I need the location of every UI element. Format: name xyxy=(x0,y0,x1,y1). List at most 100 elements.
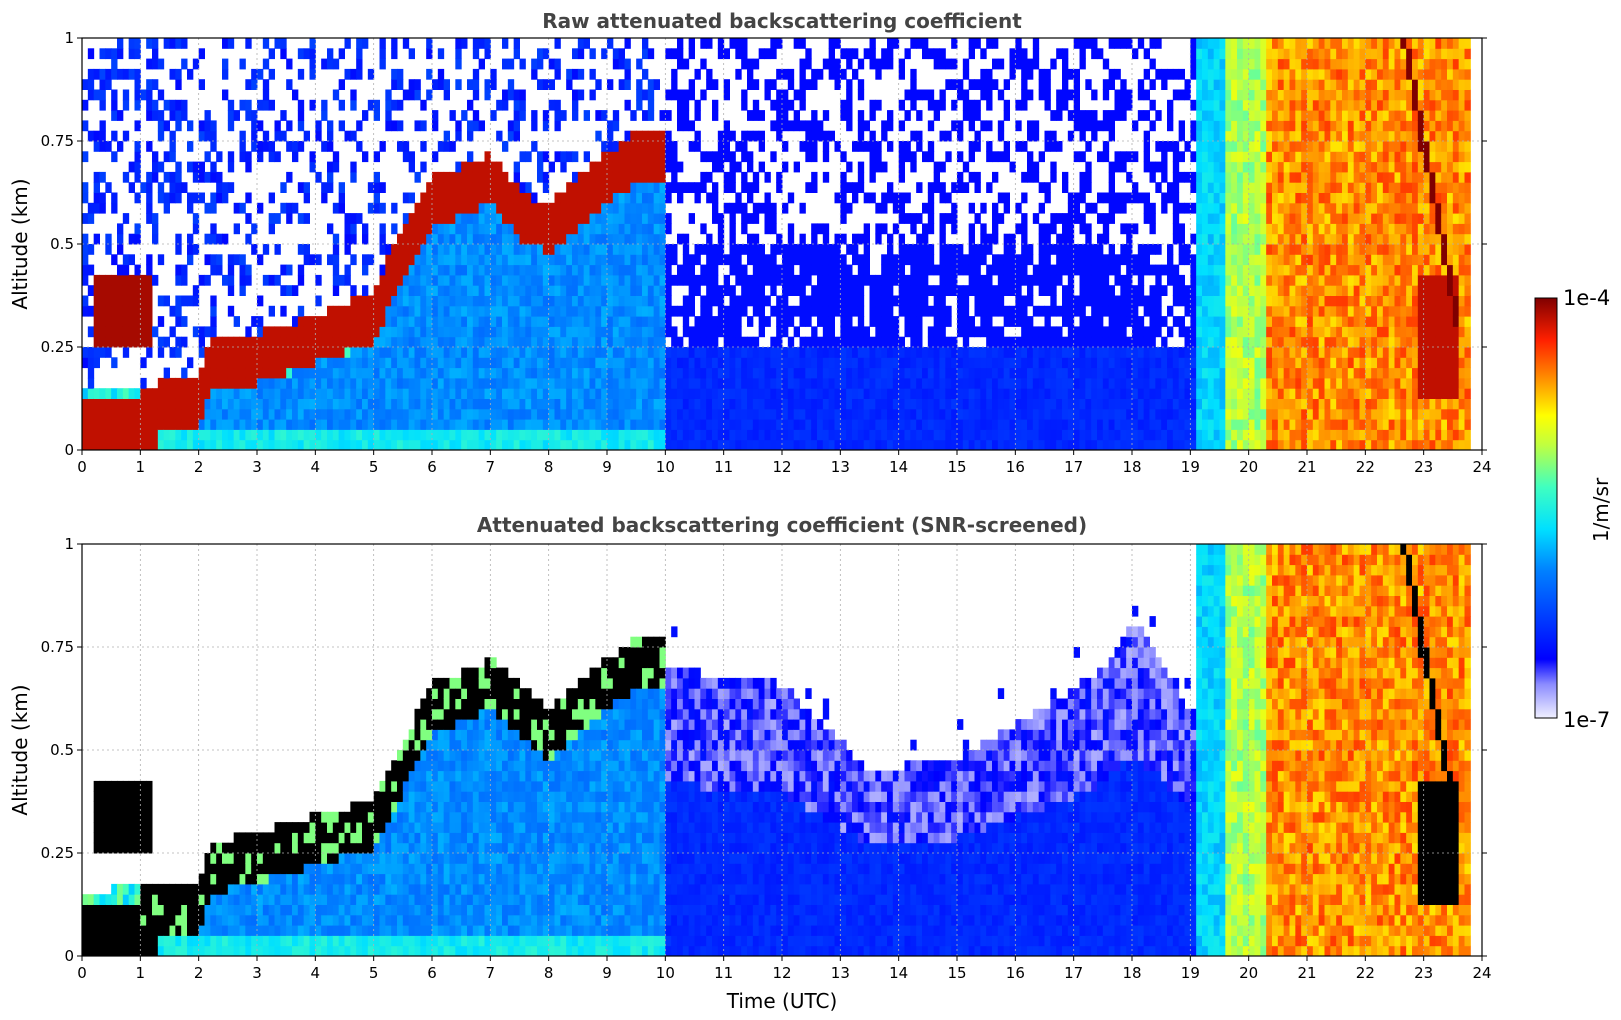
heatmap-cell xyxy=(577,419,585,430)
heatmap-cell xyxy=(175,398,182,410)
heatmap-cell xyxy=(881,295,888,307)
heatmap-cell xyxy=(327,367,334,379)
heatmap-cell xyxy=(653,357,660,369)
heatmap-cell xyxy=(694,130,701,142)
heatmap-cell xyxy=(945,398,952,410)
heatmap-cell xyxy=(677,110,684,121)
heatmap-cell xyxy=(93,192,100,204)
heatmap-cell xyxy=(502,367,509,379)
heatmap-cell xyxy=(344,316,351,327)
heatmap-cell xyxy=(933,110,940,121)
heatmap-cell xyxy=(624,99,631,111)
heatmap-cell xyxy=(997,419,1005,430)
heatmap-cell xyxy=(665,295,672,307)
heatmap-cell xyxy=(472,244,480,255)
heatmap-cell xyxy=(1021,141,1028,152)
heatmap-cell xyxy=(636,171,643,183)
heatmap-cell xyxy=(216,347,223,358)
heatmap-cell xyxy=(1003,429,1010,441)
heatmap-cell xyxy=(146,408,153,420)
heatmap-cell xyxy=(262,439,270,451)
heatmap-cell xyxy=(157,130,165,142)
heatmap-cell xyxy=(997,336,1005,348)
heatmap-cell xyxy=(957,439,964,451)
heatmap-cell xyxy=(286,439,293,451)
heatmap-cell xyxy=(484,336,491,348)
heatmap-cell xyxy=(834,68,841,80)
heatmap-cell xyxy=(904,429,911,441)
heatmap-cell xyxy=(309,367,316,379)
heatmap-cell xyxy=(548,326,555,338)
heatmap-cell xyxy=(105,285,112,296)
heatmap-cell xyxy=(700,408,707,420)
heatmap-cell xyxy=(957,367,964,379)
heatmap-cell xyxy=(589,48,596,60)
heatmap-cell xyxy=(1132,408,1139,420)
heatmap-cell xyxy=(624,408,631,420)
heatmap-cell xyxy=(426,439,433,451)
heatmap-cell xyxy=(82,357,89,369)
heatmap-cell xyxy=(1108,120,1115,132)
heatmap-cell xyxy=(642,68,649,80)
heatmap-cell xyxy=(799,89,806,101)
heatmap-cell xyxy=(490,264,497,276)
heatmap-cell xyxy=(560,305,567,317)
heatmap-cell xyxy=(373,305,380,317)
heatmap-cell xyxy=(688,213,695,224)
heatmap-cell xyxy=(1079,274,1086,286)
heatmap-cell xyxy=(204,274,211,286)
heatmap-cell xyxy=(589,388,596,399)
heatmap-cell xyxy=(245,429,252,441)
heatmap-cell xyxy=(461,336,468,348)
heatmap-cell xyxy=(776,377,783,389)
heatmap-cell xyxy=(665,347,672,358)
heatmap-cell xyxy=(566,429,573,441)
heatmap-cell xyxy=(99,388,106,399)
heatmap-cell xyxy=(706,192,713,204)
heatmap-cell xyxy=(1067,336,1075,348)
heatmap-cell xyxy=(834,38,841,49)
heatmap-cell xyxy=(548,295,555,307)
heatmap-cell xyxy=(397,316,404,327)
heatmap-cell xyxy=(566,213,573,224)
heatmap-cell xyxy=(986,182,993,193)
heatmap-cell xyxy=(933,388,940,399)
heatmap-cell xyxy=(875,223,882,235)
heatmap-cell xyxy=(1132,419,1139,430)
heatmap-cell xyxy=(887,244,894,255)
heatmap-cell xyxy=(665,326,672,338)
heatmap-cell xyxy=(210,357,217,369)
heatmap-cell xyxy=(997,274,1005,286)
heatmap-cell xyxy=(904,285,911,296)
heatmap-cell xyxy=(1085,295,1092,307)
heatmap-cell xyxy=(531,68,538,80)
heatmap-cell xyxy=(927,408,935,420)
heatmap-cell xyxy=(881,58,888,70)
heatmap-cell xyxy=(1027,58,1034,70)
heatmap-cell xyxy=(1009,377,1016,389)
heatmap-cell xyxy=(624,233,631,245)
heatmap-cell xyxy=(607,367,614,379)
heatmap-cell xyxy=(898,439,905,451)
heatmap-cell xyxy=(694,336,701,348)
heatmap-cell xyxy=(472,89,480,101)
heatmap-cell xyxy=(338,419,345,430)
heatmap-cell xyxy=(297,367,305,379)
heatmap-cell xyxy=(1067,408,1075,420)
heatmap-cell xyxy=(554,58,561,70)
heatmap-cell xyxy=(292,316,299,327)
heatmap-cell xyxy=(612,367,620,379)
heatmap-cell xyxy=(1044,439,1051,451)
heatmap-cell xyxy=(776,419,783,430)
heatmap-cell xyxy=(1032,120,1040,132)
heatmap-cell xyxy=(257,429,264,441)
heatmap-cell xyxy=(1149,223,1156,235)
heatmap-cell xyxy=(157,120,165,132)
heatmap-cell xyxy=(437,429,445,441)
heatmap-cell xyxy=(472,213,480,224)
heatmap-cell xyxy=(402,264,410,276)
heatmap-cell xyxy=(82,419,89,430)
heatmap-cell xyxy=(315,429,322,441)
heatmap-cell xyxy=(128,48,135,60)
heatmap-cell xyxy=(134,305,141,317)
